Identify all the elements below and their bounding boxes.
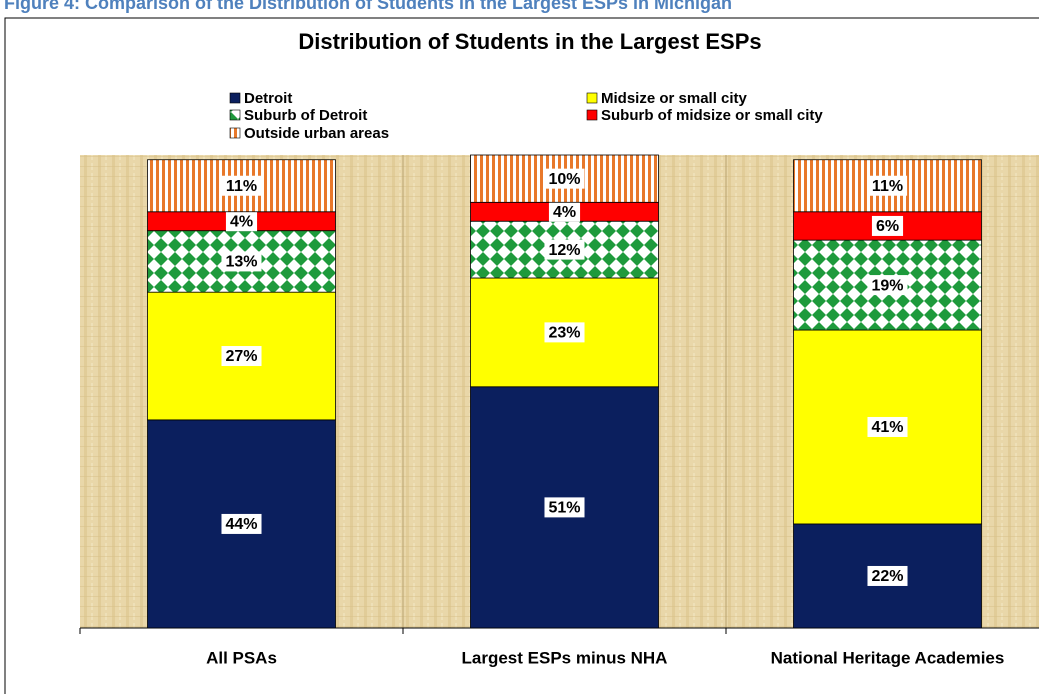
bar-segment (470, 154, 659, 203)
data-label-box (871, 215, 904, 236)
data-label: 4% (230, 213, 253, 230)
data-label: 44% (225, 516, 257, 533)
chart-title: Distribution of Students in the Largest … (298, 29, 761, 54)
x-tick-label: All PSAs (206, 648, 277, 667)
data-label-box (544, 239, 585, 260)
data-label: 51% (548, 500, 580, 517)
data-label-box (867, 275, 908, 296)
data-label-box (867, 416, 908, 437)
data-label-box (544, 168, 585, 189)
data-label: 41% (871, 419, 903, 436)
data-label: 11% (226, 178, 257, 195)
data-label: 11% (872, 178, 903, 195)
x-tick-label: National Heritage Academies (771, 648, 1005, 667)
legend-label: Suburb of Detroit (244, 107, 367, 124)
data-label-box (221, 251, 262, 272)
data-label-box (548, 201, 581, 222)
data-label-box (221, 175, 262, 196)
data-label: 22% (871, 568, 903, 585)
data-label: 10% (548, 171, 580, 188)
legend-swatch (229, 92, 241, 104)
data-label-box (867, 175, 908, 196)
figure-caption: Figure 4: Comparison of the Distribution… (4, 0, 732, 13)
data-label-box (867, 565, 908, 586)
plot: 44% 27% 13% 4% 11% All PSAs 51% 23% 12% 4% 10% Larg… (79, 90, 1039, 667)
data-label: 13% (225, 254, 257, 271)
legend-label: Outside urban areas (244, 125, 389, 142)
legend-swatch (586, 109, 598, 121)
data-label-box (544, 322, 585, 343)
legend-label: Midsize or small city (601, 90, 748, 107)
x-tick-label: Largest ESPs minus NHA (462, 648, 668, 667)
data-label: 4% (553, 204, 576, 221)
data-label: 19% (871, 277, 903, 294)
data-label: 6% (876, 218, 899, 235)
legend-swatch (586, 92, 598, 104)
data-label: 12% (548, 242, 580, 259)
data-label-box (221, 513, 262, 534)
legend-label: Detroit (244, 90, 292, 107)
data-label: 23% (548, 325, 580, 342)
data-label-box (544, 497, 585, 518)
legend-label: Suburb of midsize or small city (601, 107, 823, 124)
data-label-box (221, 346, 262, 367)
legend-swatch (229, 109, 241, 121)
data-label-box (225, 211, 258, 232)
data-label: 27% (225, 348, 257, 365)
legend-swatch (229, 127, 241, 139)
